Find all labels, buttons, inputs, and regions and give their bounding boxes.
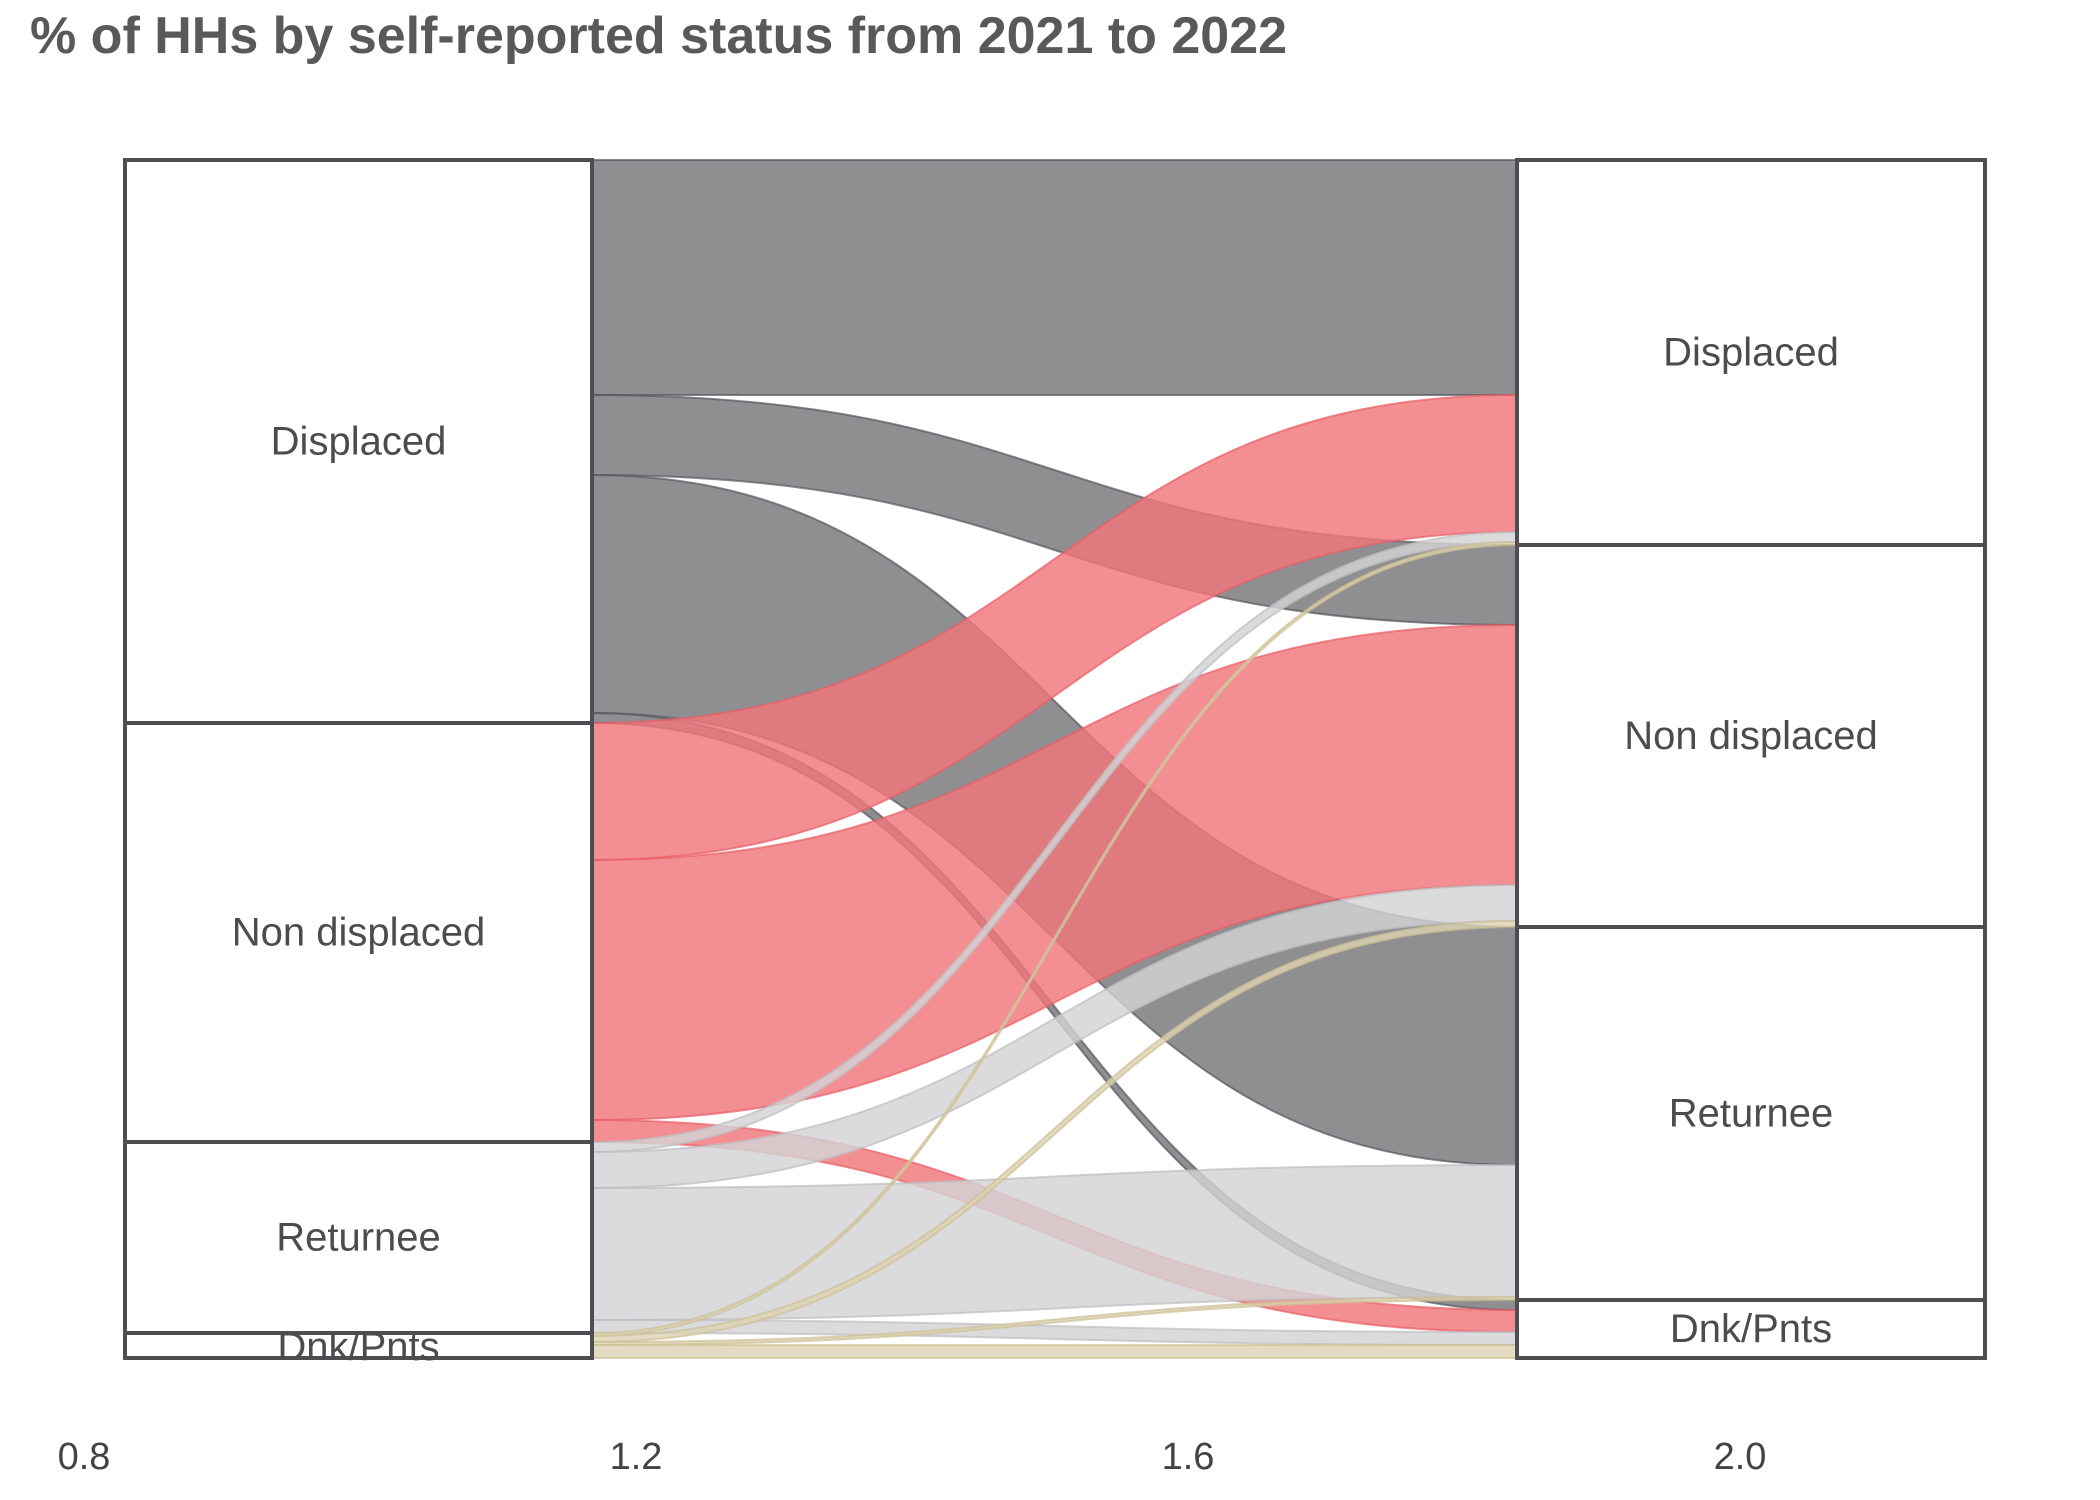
sankey-node-2022-non-displaced [1515,543,1987,929]
sankey-node-2022-returnee [1515,925,1987,1302]
sankey-node-label-2022-dnk-pnts: Dnk/Pnts [1670,1307,1832,1351]
sankey-node-label-2021-dnk-pnts: Dnk/Pnts [277,1325,439,1369]
sankey-node-label-2021-displaced: Displaced [271,420,447,464]
sankey-node-label-2021-non-displaced: Non displaced [232,911,486,955]
x-axis-tick-0-8: 0.8 [58,1436,111,1478]
sankey-node-2021-returnee [123,1140,594,1335]
sankey-node-2021-non-displaced [123,721,594,1144]
sankey-flow-dnk-pnts-to-dnk-pnts [591,1343,1518,1360]
sankey-node-2021-dnk-pnts [123,1331,594,1360]
sankey-node-label-2021-returnee: Returnee [276,1216,441,1260]
sankey-node-2022-dnk-pnts [1515,1298,1987,1360]
sankey-node-2021-displaced [123,158,594,725]
x-axis-tick-2-0: 2.0 [1714,1436,1767,1478]
x-axis-tick-1-2: 1.2 [610,1436,663,1478]
sankey-node-label-2022-returnee: Returnee [1669,1092,1834,1136]
sankey-node-label-2022-non-displaced: Non displaced [1624,714,1878,758]
x-axis-tick-1-6: 1.6 [1162,1436,1215,1478]
sankey-node-2022-displaced [1515,158,1987,547]
chart-title: % of HHs by self-reported status from 20… [30,7,1288,65]
sankey-flow-displaced-to-displaced [591,158,1518,397]
sankey-flow-returnee-to-returnee [591,1163,1518,1322]
sankey-node-label-2022-displaced: Displaced [1663,331,1839,375]
